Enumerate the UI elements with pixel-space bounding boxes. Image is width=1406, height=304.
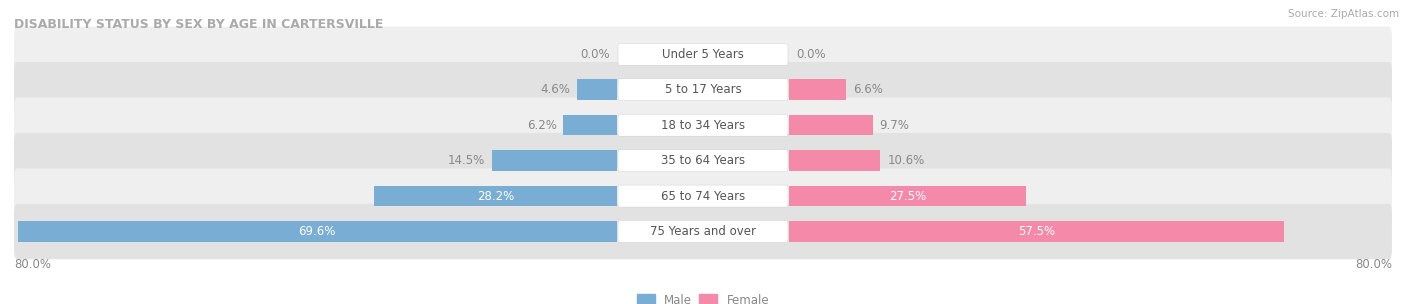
Text: 10.6%: 10.6% [887, 154, 925, 167]
FancyBboxPatch shape [14, 168, 1392, 224]
FancyBboxPatch shape [14, 133, 1392, 188]
Text: 5 to 17 Years: 5 to 17 Years [665, 83, 741, 96]
Text: 9.7%: 9.7% [880, 119, 910, 132]
FancyBboxPatch shape [14, 98, 1392, 153]
Text: 27.5%: 27.5% [889, 190, 927, 202]
Text: 0.0%: 0.0% [581, 48, 610, 61]
Text: 6.6%: 6.6% [853, 83, 883, 96]
FancyBboxPatch shape [619, 79, 787, 101]
Text: 28.2%: 28.2% [477, 190, 515, 202]
Bar [564, 115, 617, 136]
FancyBboxPatch shape [14, 204, 1392, 259]
Text: 6.2%: 6.2% [527, 119, 557, 132]
Bar [789, 186, 1026, 206]
Bar [578, 79, 617, 100]
FancyBboxPatch shape [619, 114, 787, 136]
Text: 18 to 34 Years: 18 to 34 Years [661, 119, 745, 132]
FancyBboxPatch shape [619, 150, 787, 171]
Bar [789, 150, 880, 171]
Bar [789, 221, 1284, 242]
Text: DISABILITY STATUS BY SEX BY AGE IN CARTERSVILLE: DISABILITY STATUS BY SEX BY AGE IN CARTE… [14, 18, 384, 31]
Bar [789, 115, 873, 136]
Text: 80.0%: 80.0% [1355, 258, 1392, 271]
Text: 0.0%: 0.0% [796, 48, 825, 61]
Text: Under 5 Years: Under 5 Years [662, 48, 744, 61]
Text: 57.5%: 57.5% [1018, 225, 1056, 238]
Bar [17, 221, 617, 242]
Legend: Male, Female: Male, Female [633, 289, 773, 304]
Text: 69.6%: 69.6% [298, 225, 336, 238]
Text: 65 to 74 Years: 65 to 74 Years [661, 190, 745, 202]
Text: 14.5%: 14.5% [449, 154, 485, 167]
Bar [374, 186, 617, 206]
Text: 35 to 64 Years: 35 to 64 Years [661, 154, 745, 167]
FancyBboxPatch shape [14, 26, 1392, 82]
FancyBboxPatch shape [619, 43, 787, 65]
Text: Source: ZipAtlas.com: Source: ZipAtlas.com [1288, 9, 1399, 19]
Text: 4.6%: 4.6% [540, 83, 571, 96]
FancyBboxPatch shape [14, 62, 1392, 117]
Text: 75 Years and over: 75 Years and over [650, 225, 756, 238]
Bar [492, 150, 617, 171]
Bar [789, 79, 846, 100]
FancyBboxPatch shape [619, 185, 787, 207]
FancyBboxPatch shape [619, 221, 787, 243]
Text: 80.0%: 80.0% [14, 258, 51, 271]
